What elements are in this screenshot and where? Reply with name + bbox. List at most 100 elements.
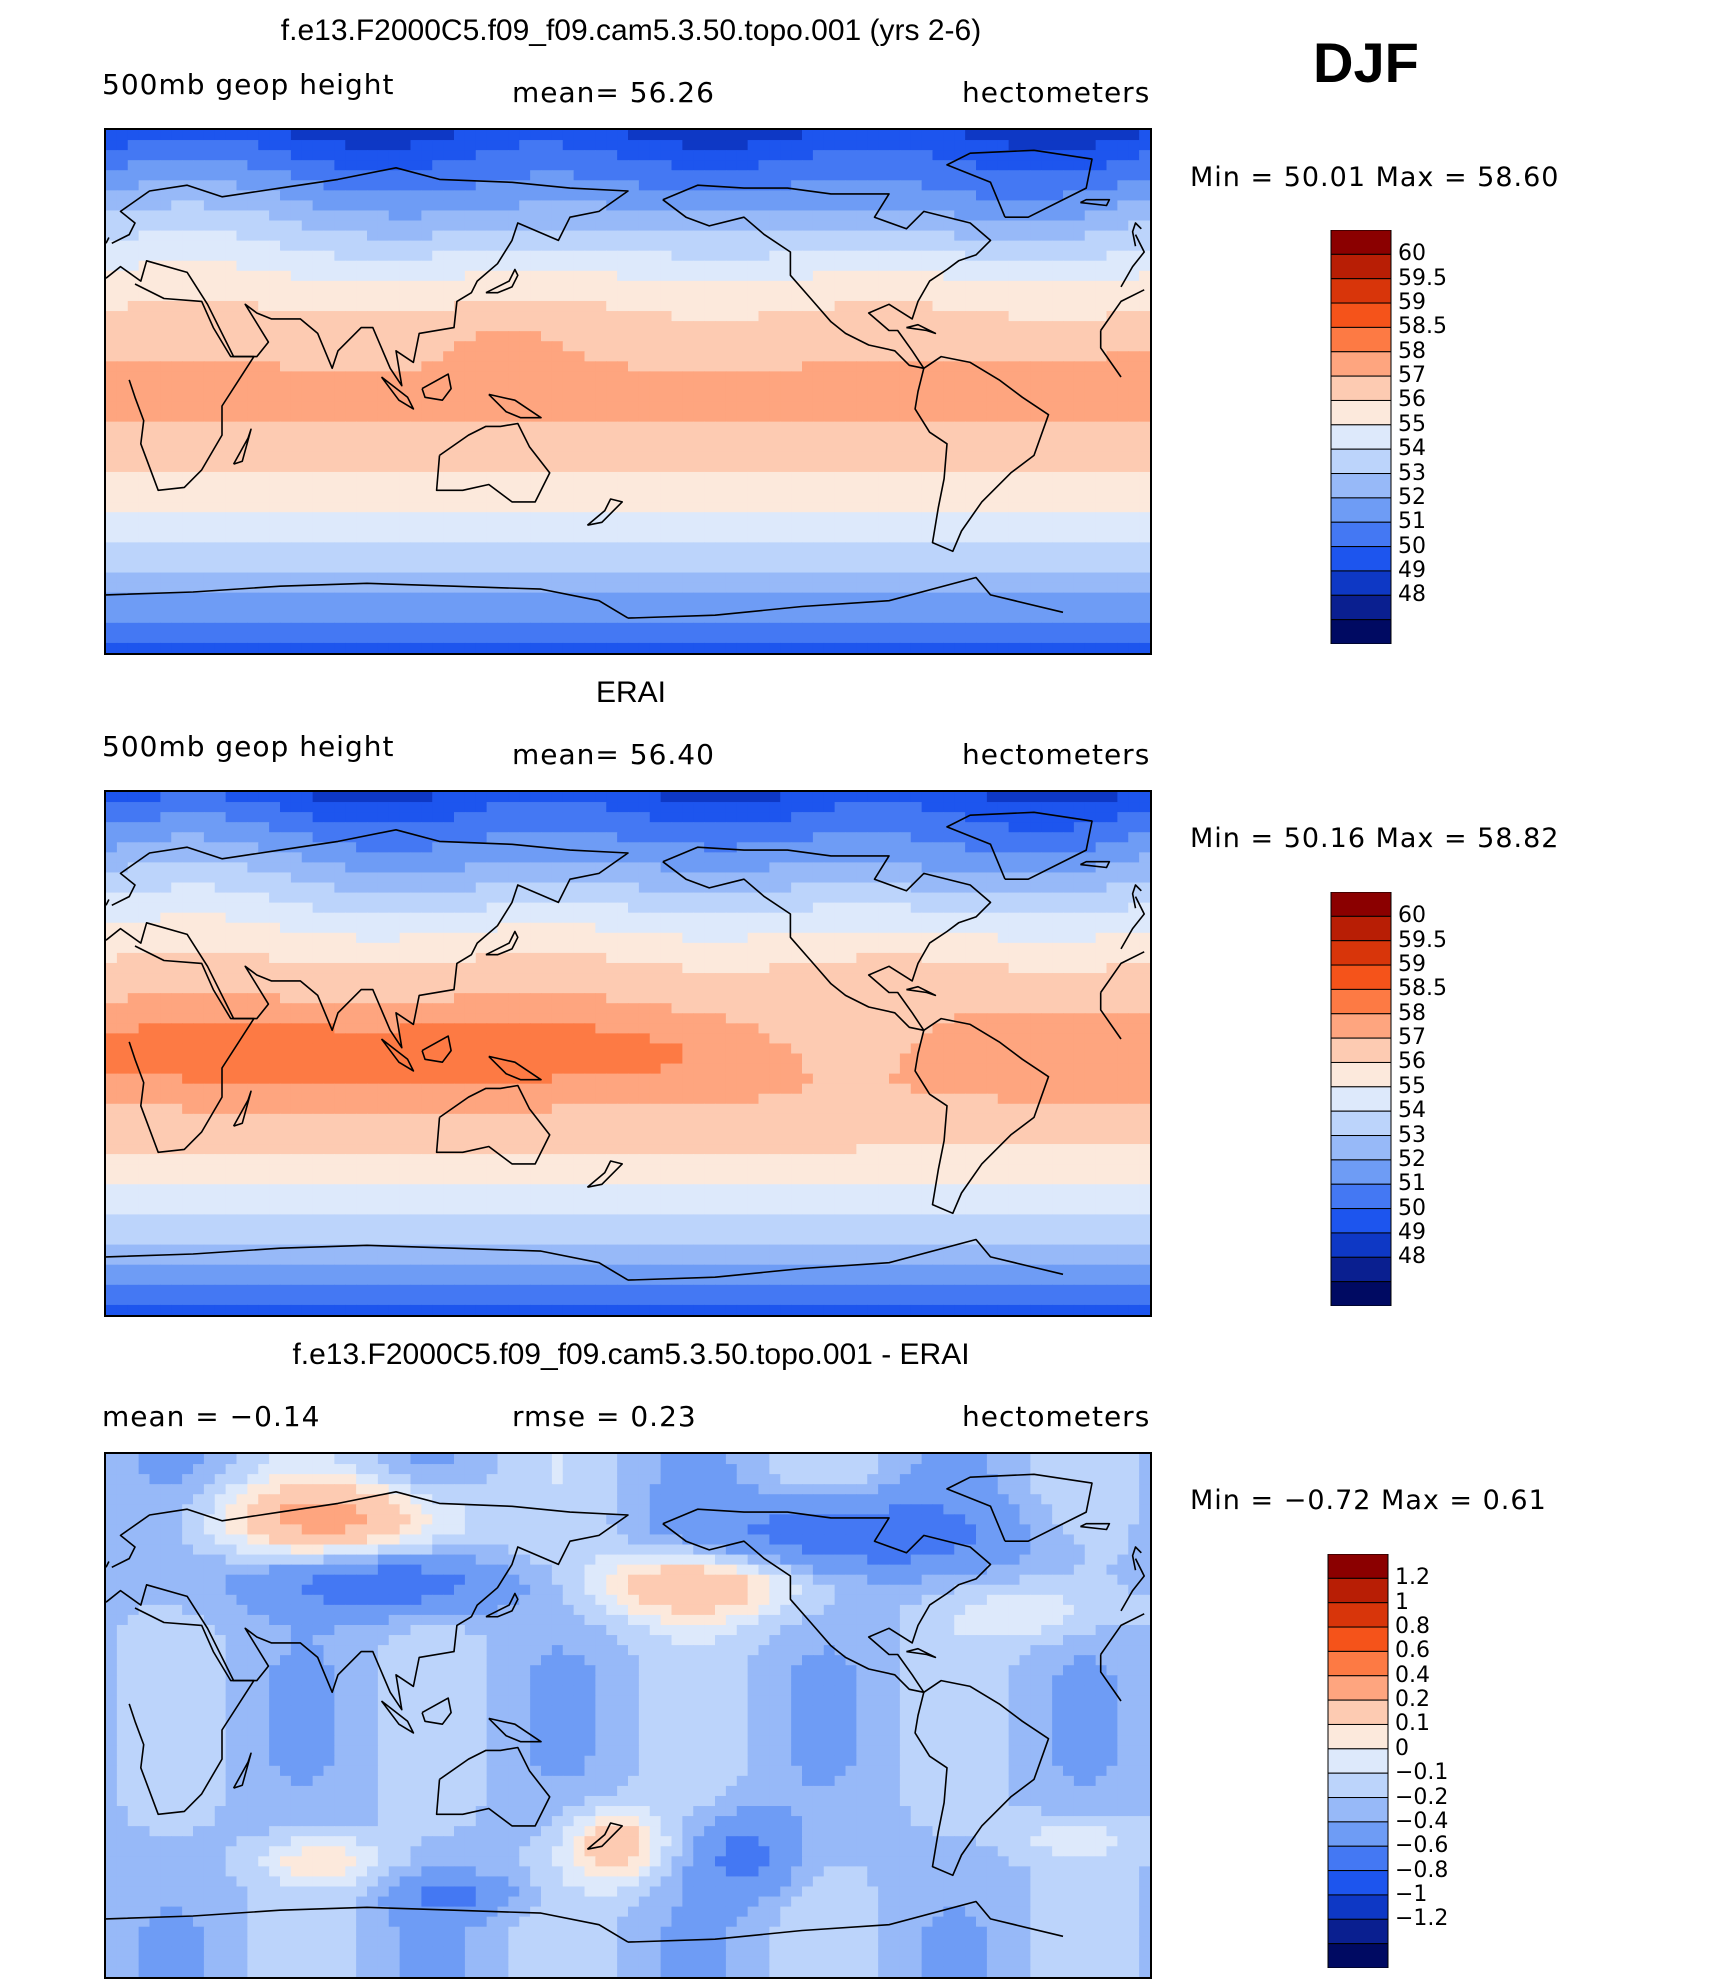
field-cells	[106, 130, 1150, 653]
colorbar-label: 59.5	[1398, 265, 1447, 291]
colorbar-swatch	[1330, 497, 1392, 523]
colorbar-label: 60	[1398, 241, 1426, 267]
colorbar-swatch	[1330, 1159, 1392, 1185]
colorbar-label: 1	[1395, 1589, 1409, 1615]
colorbar-swatch	[1327, 1845, 1389, 1872]
colorbar-swatch	[1330, 546, 1392, 572]
colorbar-label: 59	[1398, 952, 1426, 978]
colorbar-swatch	[1327, 1918, 1389, 1945]
colorbar-swatch	[1330, 351, 1392, 377]
colorbar-label: 52	[1398, 1146, 1426, 1172]
colorbar-label: 51	[1398, 1171, 1426, 1197]
colorbar-label: 53	[1398, 460, 1426, 486]
colorbar-label: 0.4	[1395, 1662, 1430, 1688]
field-cells	[106, 1454, 1150, 1977]
colorbar-swatch	[1330, 891, 1392, 917]
colorbar-swatch	[1330, 229, 1392, 255]
colorbar-label: 50	[1398, 1195, 1426, 1221]
panel-2-colorbar: 60 59.5 59 58.5 58 57 56 55 54 53 52 51 50 49 48	[1330, 891, 1447, 1307]
colorbar-label: 48	[1398, 1244, 1426, 1270]
colorbar-label: 0.1	[1395, 1711, 1430, 1737]
colorbar-label: 58.5	[1398, 314, 1447, 340]
colorbar-label: 0.6	[1395, 1638, 1430, 1664]
colorbar-swatch	[1330, 375, 1392, 401]
colorbar-swatch	[1330, 521, 1392, 548]
colorbar-label: 58.5	[1398, 976, 1447, 1002]
panel-3-units: hectometers	[962, 1400, 1151, 1433]
panel-1-minmax: Min = 50.01 Max = 58.60	[1190, 162, 1560, 193]
colorbar-label: 48	[1398, 582, 1426, 608]
colorbar-swatch	[1327, 1577, 1389, 1604]
panel-1-variable: 500mb geop height	[102, 68, 395, 101]
colorbar-swatch	[1327, 1772, 1389, 1799]
colorbar-label: 59	[1398, 290, 1426, 316]
colorbar-swatch	[1330, 964, 1392, 990]
colorbar-swatch	[1327, 1821, 1389, 1847]
colorbar-swatch	[1327, 1723, 1389, 1750]
panel-3-colorbar: 1.2 1 0.8 0.6 0.4 0.2 0.1 0 −0.1 −0.2 −0.4 −0.6 −0.8…	[1327, 1553, 1448, 1969]
colorbar-swatch	[1330, 1183, 1392, 1210]
panel-2-variable: 500mb geop height	[102, 730, 395, 763]
colorbar-label: −0.2	[1395, 1784, 1449, 1810]
colorbar-label: −0.1	[1395, 1760, 1449, 1786]
colorbar-swatch	[1330, 570, 1392, 596]
colorbar-swatch	[1330, 278, 1392, 304]
colorbar-swatch	[1327, 1650, 1389, 1677]
colorbar-label: 51	[1398, 509, 1426, 535]
colorbar-swatch	[1330, 940, 1392, 966]
colorbar-swatch	[1327, 1943, 1389, 1969]
panel-2-minmax: Min = 50.16 Max = 58.82	[1190, 823, 1560, 854]
colorbar-swatch	[1327, 1748, 1389, 1774]
colorbar-label: −0.8	[1395, 1857, 1449, 1883]
colorbar-swatch	[1330, 1208, 1392, 1234]
panel-3-mean: mean = −0.14	[102, 1400, 321, 1433]
colorbar-swatch	[1330, 399, 1392, 426]
coastlines	[106, 811, 1145, 1281]
panel-1-units: hectometers	[962, 76, 1151, 109]
colorbar-swatch	[1327, 1626, 1389, 1652]
panel-3-rmse: rmse = 0.23	[512, 1400, 697, 1433]
colorbar-swatch	[1327, 1797, 1389, 1823]
colorbar-label: 1.2	[1395, 1565, 1430, 1591]
panel-2-mean: mean= 56.40	[512, 738, 715, 771]
colorbar-swatch	[1330, 1256, 1392, 1283]
colorbar-swatch	[1330, 619, 1392, 645]
colorbar-label: 49	[1398, 557, 1426, 583]
colorbar-swatch	[1327, 1870, 1389, 1896]
colorbar-swatch	[1330, 988, 1392, 1015]
colorbar-label: 54	[1398, 436, 1426, 462]
colorbar-label: 58	[1398, 338, 1426, 364]
colorbar-label: 55	[1398, 411, 1426, 437]
panel-1-map	[104, 128, 1152, 655]
colorbar-label: 0.2	[1395, 1687, 1430, 1713]
colorbar-swatch	[1330, 326, 1392, 353]
colorbar-label: −0.6	[1395, 1833, 1449, 1859]
colorbar-swatch	[1330, 1037, 1392, 1063]
panel-2-map	[104, 790, 1152, 1317]
season-label: DJF	[1313, 31, 1419, 94]
panel-1-mean: mean= 56.26	[512, 76, 715, 109]
colorbar-swatch	[1330, 473, 1392, 499]
colorbar-label: 57	[1398, 1025, 1426, 1051]
colorbar-label: 60	[1398, 903, 1426, 929]
colorbar-swatch	[1330, 1013, 1392, 1039]
colorbar-label: 54	[1398, 1098, 1426, 1124]
coastlines	[106, 149, 1145, 619]
colorbar-swatch	[1330, 1110, 1392, 1137]
colorbar-label: 53	[1398, 1122, 1426, 1148]
colorbar-swatch	[1330, 594, 1392, 621]
colorbar-label: 56	[1398, 1049, 1426, 1075]
colorbar-label: 0	[1395, 1735, 1409, 1761]
colorbar-label: 59.5	[1398, 927, 1447, 953]
coastlines	[106, 1473, 1145, 1943]
panel-3-title: f.e13.F2000C5.f09_f09.cam5.3.50.topo.001…	[292, 1338, 970, 1371]
colorbar-label: 55	[1398, 1073, 1426, 1099]
colorbar-label: −1.2	[1395, 1906, 1449, 1932]
panel-3-minmax: Min = −0.72 Max = 0.61	[1190, 1485, 1547, 1516]
colorbar-label: 49	[1398, 1219, 1426, 1245]
colorbar-swatch	[1327, 1675, 1389, 1701]
panel-2-units: hectometers	[962, 738, 1151, 771]
panel-3-map	[104, 1452, 1152, 1979]
colorbar-label: −1	[1395, 1881, 1428, 1907]
colorbar-label: 52	[1398, 484, 1426, 510]
